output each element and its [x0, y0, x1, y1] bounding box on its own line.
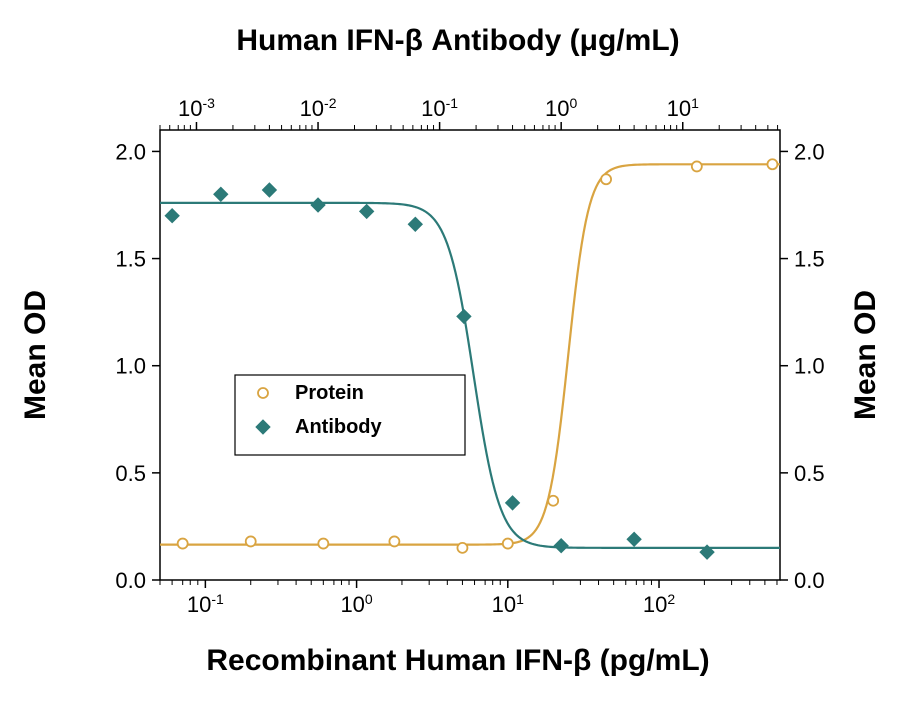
- right-tick-label: 1.5: [794, 247, 825, 272]
- protein-marker: [767, 159, 777, 169]
- protein-marker: [601, 174, 611, 184]
- left-tick-label: 0.0: [115, 568, 146, 593]
- protein-marker: [457, 543, 467, 553]
- right-tick-label: 1.0: [794, 354, 825, 379]
- right-tick-label: 2.0: [794, 139, 825, 164]
- chart-stage: 10-110010110210-310-210-11001010.00.51.0…: [0, 0, 916, 717]
- legend-label: Protein: [295, 382, 364, 404]
- left-tick-label: 1.0: [115, 354, 146, 379]
- protein-marker: [503, 539, 513, 549]
- protein-marker: [548, 496, 558, 506]
- left-tick-label: 0.5: [115, 461, 146, 486]
- left-axis-title: Mean OD: [19, 290, 52, 420]
- protein-marker: [318, 539, 328, 549]
- protein-marker: [246, 536, 256, 546]
- bottom-axis-title: Recombinant Human IFN-β (pg/mL): [206, 644, 709, 677]
- protein-marker: [692, 161, 702, 171]
- right-tick-label: 0.5: [794, 461, 825, 486]
- right-axis-title: Mean OD: [849, 290, 882, 420]
- left-tick-label: 2.0: [115, 139, 146, 164]
- legend-label: Antibody: [295, 416, 383, 438]
- top-axis-title: Human IFN-β Antibody (μg/mL): [236, 24, 679, 57]
- right-tick-label: 0.0: [794, 568, 825, 593]
- left-tick-label: 1.5: [115, 247, 146, 272]
- protein-marker: [389, 536, 399, 546]
- protein-marker: [178, 539, 188, 549]
- protein-marker: [258, 388, 268, 398]
- chart-svg: 10-110010110210-310-210-11001010.00.51.0…: [0, 0, 916, 717]
